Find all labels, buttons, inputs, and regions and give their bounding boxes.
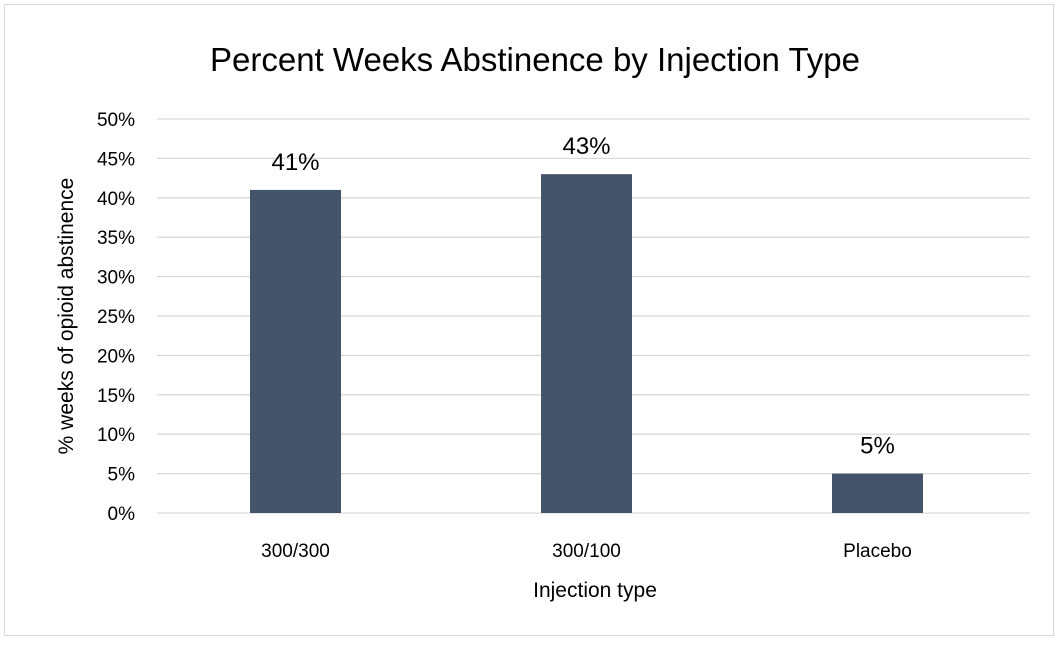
chart-title: Percent Weeks Abstinence by Injection Ty…	[210, 41, 860, 78]
data-label: 43%	[562, 133, 610, 160]
bar	[250, 189, 341, 514]
chart-frame: Percent Weeks Abstinence by Injection Ty…	[4, 4, 1054, 636]
y-axis-ticks: 0% 5% 10% 15% 20% 25% 30% 35% 40% 45% 50%	[97, 110, 135, 525]
y-tick-label: 40%	[97, 189, 135, 210]
y-tick-label: 25%	[97, 307, 135, 328]
bar	[832, 473, 923, 513]
y-tick-label: 30%	[97, 268, 135, 289]
x-tick-label: Placebo	[843, 541, 912, 562]
y-tick-label: 45%	[97, 149, 135, 170]
bar	[541, 174, 632, 513]
chart-svg: Percent Weeks Abstinence by Injection Ty…	[55, 41, 1030, 602]
x-axis-title: Injection type	[533, 579, 657, 602]
y-tick-label: 20%	[97, 346, 135, 367]
y-tick-label: 35%	[97, 228, 135, 249]
y-tick-label: 10%	[97, 425, 135, 446]
data-labels: 41% 43% 5%	[271, 133, 894, 459]
y-tick-label: 0%	[108, 504, 136, 525]
y-axis-title: % weeks of opioid abstinence	[55, 178, 78, 455]
data-label: 5%	[860, 433, 895, 460]
data-label: 41%	[271, 149, 319, 176]
y-tick-label: 50%	[97, 110, 135, 131]
x-axis-ticks: 300/300 300/100 Placebo	[261, 541, 912, 562]
bars	[250, 174, 923, 514]
y-tick-label: 5%	[108, 465, 136, 486]
y-tick-label: 15%	[97, 386, 135, 407]
x-tick-label: 300/300	[261, 541, 330, 562]
x-tick-label: 300/100	[552, 541, 621, 562]
